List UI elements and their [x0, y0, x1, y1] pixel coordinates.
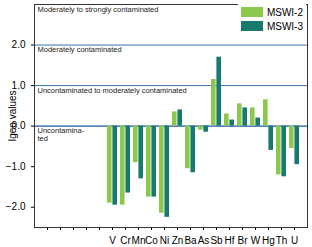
svg-text:Ni: Ni: [160, 235, 169, 246]
svg-text:V: V: [109, 235, 116, 246]
html-text:MSWI-3: MSWI-3: [266, 20, 303, 32]
svg-text:U: U: [291, 235, 298, 246]
svg-text:2.0: 2.0: [12, 39, 26, 50]
svg-text:Zn: Zn: [172, 235, 184, 246]
svg-text:Uncontaminated to moderately c: Uncontaminated to moderately contaminate…: [38, 86, 187, 95]
svg-text:−1.0: −1.0: [6, 161, 26, 172]
svg-text:Moderately to strongly contami: Moderately to strongly contaminated: [38, 5, 159, 14]
svg-text:W: W: [251, 235, 261, 246]
svg-text:Igeo values: Igeo values: [7, 90, 18, 141]
svg-text:Sb: Sb: [210, 235, 223, 246]
svg-text:Th: Th: [276, 235, 288, 246]
svg-text:1.0: 1.0: [12, 80, 26, 91]
html-text:MSWI-2: MSWI-2: [266, 6, 303, 18]
svg-text:−2.0: −2.0: [6, 201, 26, 212]
svg-text:Mn: Mn: [132, 235, 146, 246]
svg-text:Ba: Ba: [184, 235, 197, 246]
svg-text:0.0: 0.0: [11, 120, 26, 132]
svg-text:Hf: Hf: [225, 235, 235, 246]
svg-text:Br: Br: [238, 235, 249, 246]
svg-text:Co: Co: [145, 235, 158, 246]
svg-text:Hg: Hg: [262, 235, 275, 246]
svg-text:Cr: Cr: [120, 235, 131, 246]
svg-text:Moderately contaminated: Moderately contaminated: [38, 45, 122, 54]
svg-text:Uncontamina-ted: Uncontamina-ted: [38, 126, 85, 143]
svg-text:As: As: [198, 235, 210, 246]
